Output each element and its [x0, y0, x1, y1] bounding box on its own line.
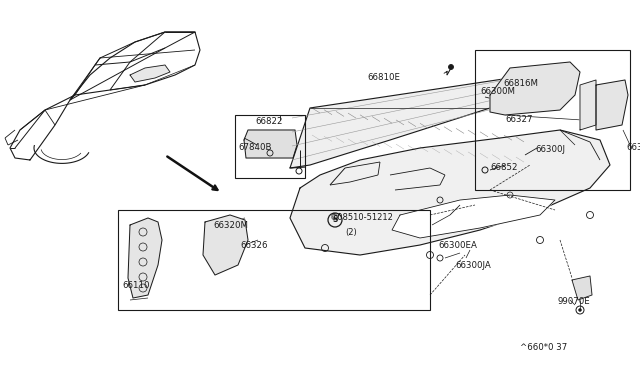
Text: 66852: 66852 [490, 164, 518, 173]
Text: 66816M: 66816M [503, 78, 538, 87]
Text: 66327: 66327 [505, 115, 532, 125]
Polygon shape [596, 80, 628, 130]
Text: 67840B: 67840B [238, 144, 271, 153]
Polygon shape [392, 195, 555, 238]
Text: 66300M: 66300M [480, 87, 515, 96]
Text: 66300J: 66300J [535, 145, 565, 154]
Bar [235, 115, 305, 178]
Text: ©08510-51212: ©08510-51212 [330, 214, 394, 222]
Text: 66300EA: 66300EA [438, 241, 477, 250]
Polygon shape [572, 276, 592, 300]
Polygon shape [95, 32, 195, 65]
Polygon shape [10, 32, 200, 160]
Text: 66300JA: 66300JA [455, 260, 491, 269]
Text: (2): (2) [345, 228, 356, 237]
Text: 66810E: 66810E [367, 74, 400, 83]
Circle shape [579, 308, 582, 311]
Polygon shape [290, 130, 610, 255]
Polygon shape [580, 80, 596, 130]
Text: S: S [332, 215, 338, 224]
Polygon shape [128, 218, 162, 298]
Text: 99070E: 99070E [558, 298, 591, 307]
Polygon shape [490, 62, 580, 115]
Polygon shape [130, 65, 170, 82]
Text: 66326: 66326 [240, 241, 268, 250]
Polygon shape [203, 215, 248, 275]
Bar [475, 50, 630, 190]
Text: 66110: 66110 [122, 280, 150, 289]
Circle shape [449, 64, 454, 70]
Text: ^660*0 37: ^660*0 37 [520, 343, 567, 353]
Text: 66822: 66822 [255, 118, 282, 126]
Text: 66321M: 66321M [626, 144, 640, 153]
Text: 66320M: 66320M [213, 221, 248, 230]
Polygon shape [290, 75, 545, 168]
Bar [118, 210, 430, 310]
Polygon shape [244, 130, 297, 158]
